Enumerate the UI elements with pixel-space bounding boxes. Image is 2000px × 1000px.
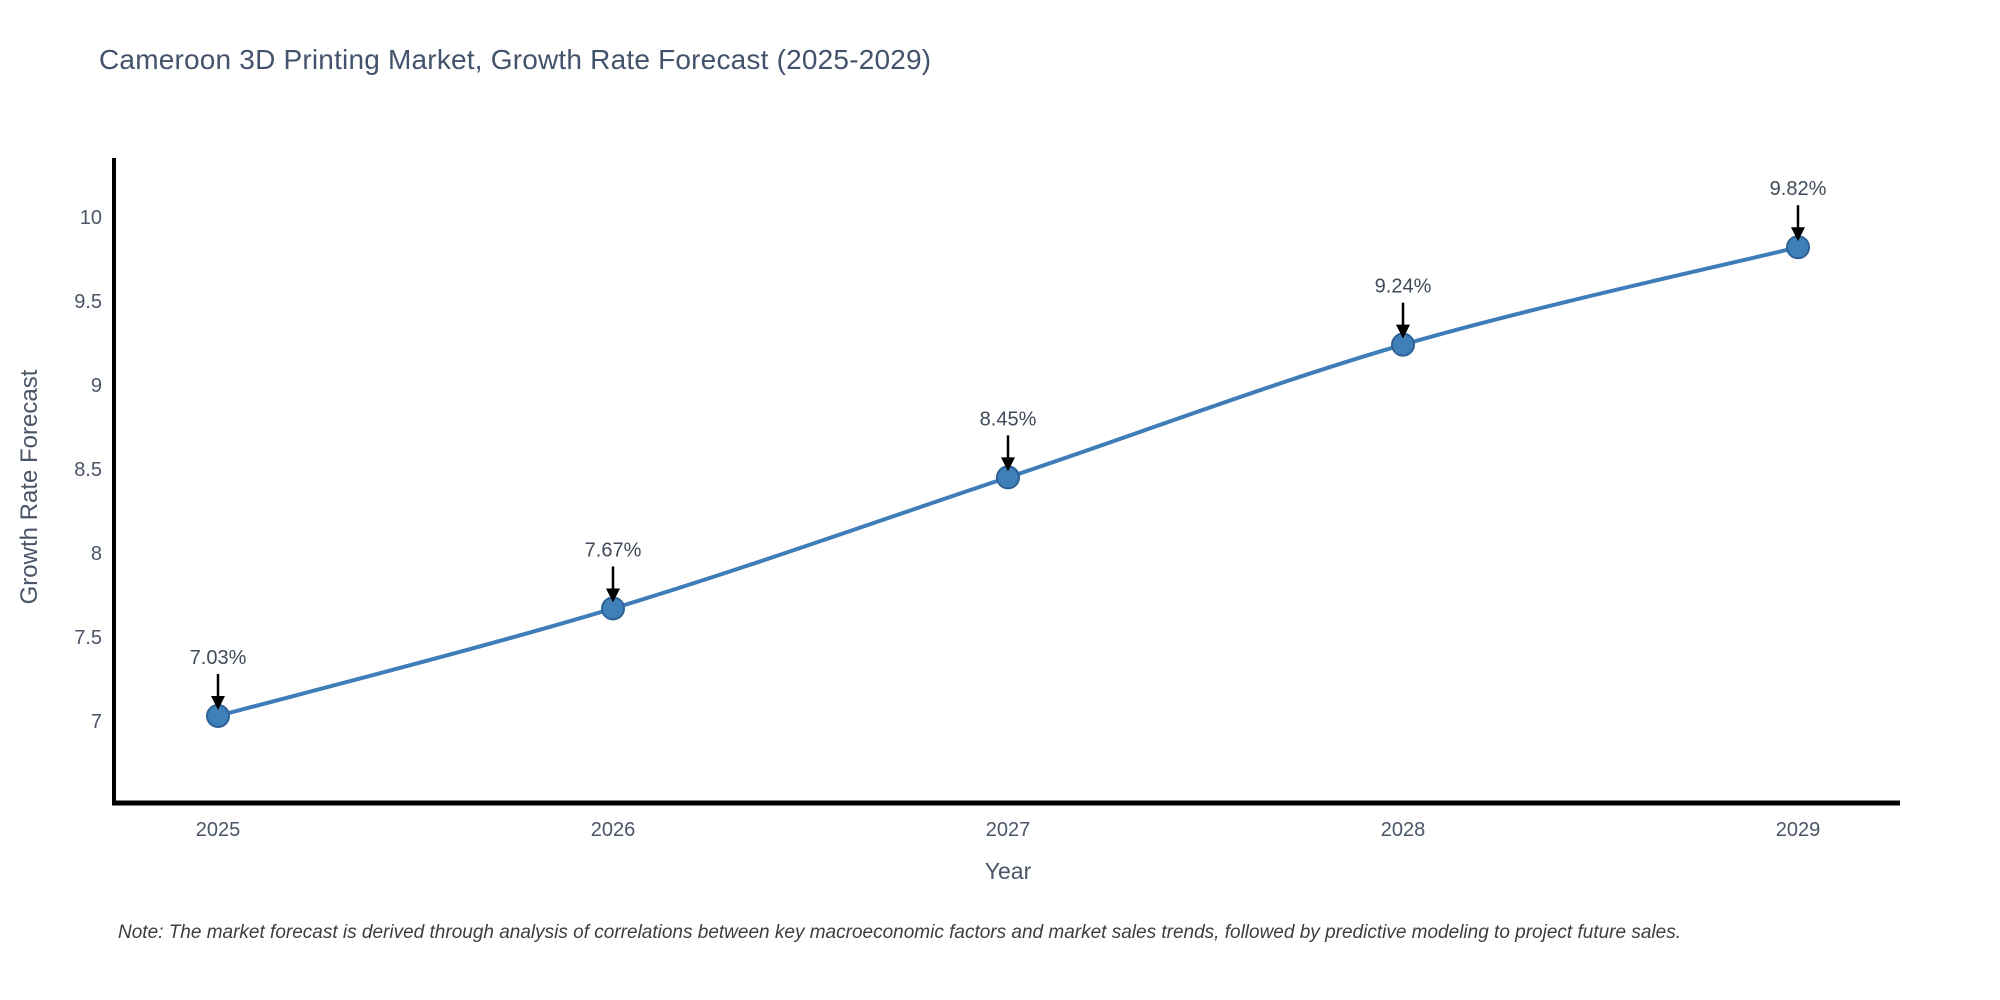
y-tick-label-8.5: 8.5	[74, 459, 102, 481]
annotation-arrowhead-icon	[1001, 457, 1015, 472]
annotation-arrowhead-icon	[606, 588, 620, 603]
x-tick-label-2029: 2029	[1776, 819, 1821, 841]
y-tick-label-7: 7	[91, 711, 102, 733]
data-point-label: 9.82%	[1770, 178, 1827, 200]
chart-title: Cameroon 3D Printing Market, Growth Rate…	[99, 44, 932, 75]
y-tick-label-9.5: 9.5	[74, 291, 102, 313]
annotation-arrowhead-icon	[211, 695, 225, 710]
footnote-text: Note: The market forecast is derived thr…	[118, 922, 1681, 943]
y-tick-label-7.5: 7.5	[74, 627, 102, 649]
x-tick-label-2025: 2025	[196, 819, 241, 841]
y-tick-label-8: 8	[91, 543, 102, 565]
y-axis-title: Growth Rate Forecast	[16, 369, 43, 605]
x-tick-label-2026: 2026	[591, 819, 636, 841]
data-point-label: 7.03%	[190, 647, 247, 669]
data-point-label: 7.67%	[585, 539, 642, 561]
x-tick-label-2028: 2028	[1381, 819, 1426, 841]
annotation-arrowhead-icon	[1791, 227, 1805, 242]
annotation-arrowhead-icon	[1396, 324, 1410, 339]
y-tick-label-10: 10	[80, 207, 102, 229]
y-tick-label-9: 9	[91, 375, 102, 397]
data-point-label: 8.45%	[980, 408, 1037, 430]
x-axis-title: Year	[984, 858, 1032, 884]
x-tick-label-2027: 2027	[986, 819, 1031, 841]
data-point-label: 9.24%	[1375, 276, 1432, 298]
